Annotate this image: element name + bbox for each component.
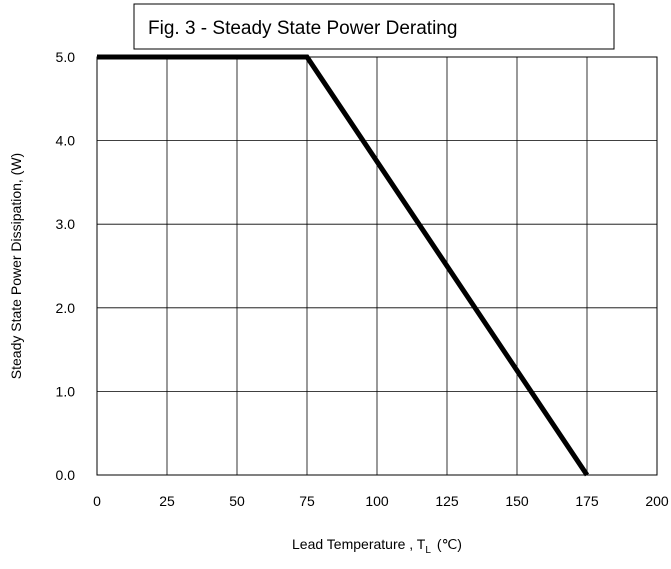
y-tick-label: 3.0 (56, 216, 76, 232)
derating-curve (97, 54, 590, 477)
x-axis-title-unit: (℃) (437, 536, 462, 552)
grid-lines (96, 56, 658, 476)
x-tick-label: 50 (229, 493, 245, 509)
x-tick-label: 0 (93, 493, 101, 509)
x-tick-label: 200 (645, 493, 669, 509)
chart-title-box: Fig. 3 - Steady State Power Derating (133, 3, 615, 50)
y-tick-label: 4.0 (56, 133, 76, 149)
x-tick-label: 25 (159, 493, 175, 509)
y-tick-label: 1.0 (56, 383, 76, 399)
x-tick-label: 175 (575, 493, 599, 509)
plot-area-border (96, 56, 658, 476)
chart-title: Fig. 3 - Steady State Power Derating (148, 18, 457, 39)
y-tick-label: 0.0 (56, 467, 76, 483)
x-tick-label: 150 (505, 493, 529, 509)
y-tick-labels: 0.0 1.0 2.0 3.0 4.0 5.0 (56, 49, 76, 483)
x-axis-title-subscript: L (425, 545, 431, 556)
y-axis-title: Steady State Power Dissipation, (W) (8, 153, 24, 379)
x-tick-label: 75 (299, 493, 315, 509)
series-layer (97, 54, 590, 477)
x-tick-labels: 0 25 50 75 100 125 150 175 200 (93, 493, 669, 509)
x-axis-title: Lead Temperature , TL (℃) (292, 536, 462, 556)
x-tick-label: 100 (365, 493, 389, 509)
y-tick-label: 2.0 (56, 300, 76, 316)
x-axis-title-main: Lead Temperature , T (292, 536, 426, 552)
y-tick-label: 5.0 (56, 49, 76, 65)
x-tick-label: 125 (435, 493, 459, 509)
